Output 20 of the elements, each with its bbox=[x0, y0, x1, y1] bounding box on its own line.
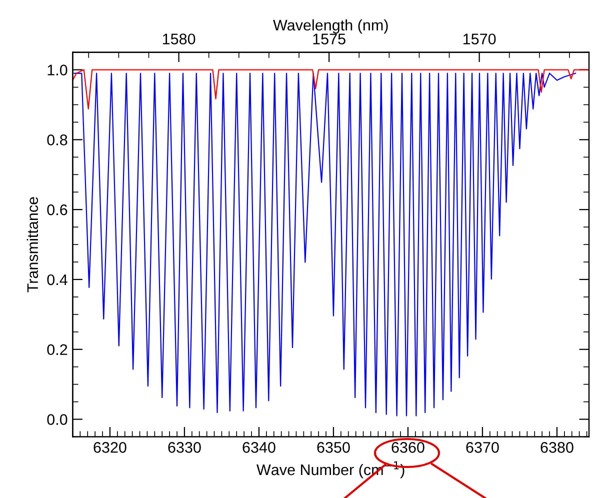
x-tick-label: 6370 bbox=[466, 442, 499, 453]
x2-tick-label: 1580 bbox=[162, 34, 196, 44]
y-tick-label: 0.4 bbox=[47, 274, 68, 286]
x-tick-label: 6360 bbox=[392, 442, 424, 453]
x-tick-label: 6350 bbox=[317, 442, 350, 453]
x-tick-label: 6380 bbox=[540, 442, 574, 453]
x-tick-label: 6330 bbox=[168, 442, 201, 453]
x2-tick-label: 1570 bbox=[463, 34, 496, 44]
line-series bbox=[72, 69, 589, 110]
y-tick-label: 1.0 bbox=[48, 64, 68, 76]
y-tick-label: 0.6 bbox=[47, 204, 68, 216]
x2-tick-label: 1575 bbox=[313, 34, 346, 44]
y-tick-label: 0.8 bbox=[47, 134, 68, 146]
y-tick-label: 0.2 bbox=[47, 344, 68, 356]
x-tick-label: 6320 bbox=[94, 442, 126, 453]
line-series bbox=[74, 72, 576, 416]
x2-axis-title: Wavelength (nm) bbox=[273, 19, 388, 34]
y-axis-title: Transmittance bbox=[26, 197, 38, 292]
x-tick-label: 6340 bbox=[242, 442, 276, 453]
y-tick-label: 0.0 bbox=[47, 414, 68, 425]
